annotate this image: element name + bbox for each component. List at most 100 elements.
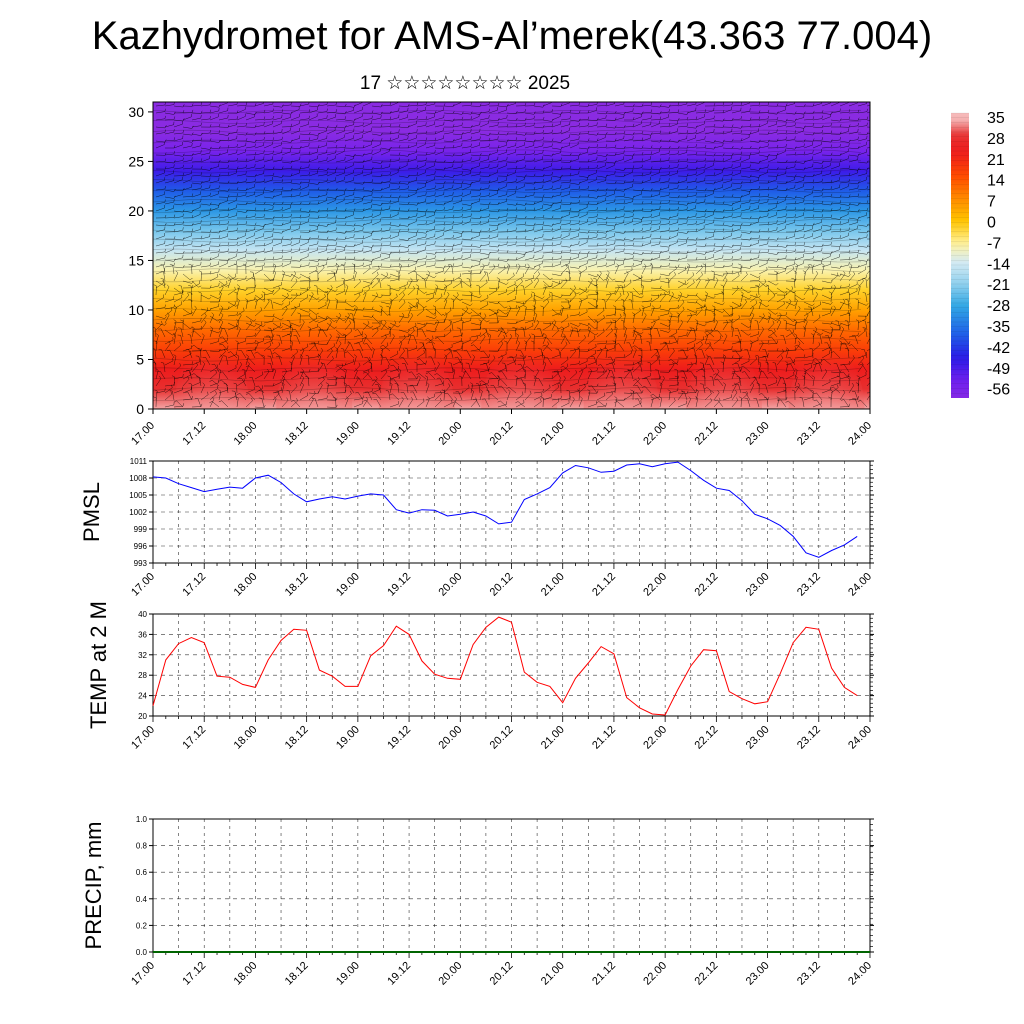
wind-barb	[434, 148, 444, 156]
wind-barb	[272, 141, 282, 149]
wind-barb	[389, 382, 393, 394]
x-tick-label: 19.12	[385, 960, 413, 988]
wind-barb	[767, 167, 779, 171]
wind-barb	[479, 254, 490, 261]
wind-barb	[785, 361, 789, 373]
wind-barb	[767, 237, 779, 241]
wind-barb	[722, 319, 729, 331]
wind-barb	[524, 334, 532, 345]
wind-barb	[623, 213, 634, 219]
wind-barb	[468, 270, 472, 282]
wind-barb	[776, 319, 782, 331]
wind-barb	[164, 214, 176, 219]
wind-barb	[803, 132, 815, 136]
wind-barb	[497, 198, 508, 205]
wind-barb	[695, 109, 707, 114]
wind-barb	[371, 187, 383, 191]
wind-barb	[533, 184, 544, 191]
x-tick-label: 18.12	[283, 724, 311, 752]
wind-barb	[398, 263, 402, 275]
wind-barb	[362, 247, 373, 254]
wind-barb	[848, 249, 860, 254]
wind-barb	[569, 199, 580, 205]
wind-barb	[432, 347, 436, 359]
wind-barb	[380, 137, 392, 142]
wind-barb	[758, 208, 770, 212]
wind-barb	[452, 152, 464, 156]
wind-barb	[785, 184, 796, 191]
wind-barb	[236, 298, 240, 310]
wind-barb	[506, 214, 518, 219]
colorbar-label: 35	[987, 110, 1005, 127]
wind-barb	[777, 399, 787, 408]
wind-barb	[218, 291, 222, 303]
wind-barb	[578, 239, 588, 247]
wind-barb	[641, 312, 647, 324]
wind-barb	[533, 142, 544, 149]
wind-barb	[452, 294, 463, 301]
wind-barb	[821, 379, 831, 387]
wind-barb	[290, 247, 301, 254]
wind-barb	[722, 346, 733, 352]
wind-barb	[274, 391, 283, 401]
wind-barb	[821, 152, 833, 156]
wind-barb	[173, 403, 185, 408]
wind-barb	[326, 187, 338, 192]
wind-barb	[290, 145, 302, 149]
wind-barb	[443, 247, 454, 254]
wind-barb	[299, 201, 311, 205]
wind-barb	[668, 358, 679, 366]
wind-barb	[254, 337, 264, 345]
wind-barb	[191, 142, 202, 149]
wind-barb	[182, 308, 194, 315]
wind-barb	[740, 131, 752, 135]
wind-barb	[245, 296, 256, 303]
wind-barb	[812, 232, 822, 240]
wind-barb	[803, 207, 815, 212]
wind-barb	[308, 308, 319, 315]
wind-barb	[425, 240, 436, 247]
wind-barb	[578, 235, 590, 240]
wind-barb	[642, 386, 652, 394]
wind-barb	[812, 148, 822, 156]
wind-barb	[245, 288, 255, 296]
wind-barb	[380, 344, 391, 352]
wind-barb	[434, 308, 445, 316]
wind-barb	[515, 401, 526, 408]
wind-barb	[443, 234, 454, 240]
wind-barb	[191, 198, 202, 205]
wind-barb	[344, 121, 355, 128]
wind-barb	[155, 108, 166, 114]
wind-barb	[841, 342, 850, 352]
wind-barb	[458, 277, 463, 289]
x-tick-label: 19.00	[334, 420, 362, 448]
x-tick-label: 19.00	[334, 571, 362, 599]
wind-barb	[155, 261, 166, 268]
wind-barb	[290, 305, 297, 317]
wind-barb	[281, 382, 285, 394]
wind-barb	[353, 362, 361, 373]
wind-barb	[560, 179, 572, 184]
wind-barb	[855, 382, 860, 394]
wind-barb	[821, 344, 831, 352]
wind-barb	[173, 104, 185, 108]
wind-barb	[695, 169, 705, 177]
wind-barb	[614, 354, 626, 359]
wind-barb	[272, 270, 276, 282]
wind-barb	[542, 143, 553, 149]
wind-barb	[326, 124, 338, 128]
wind-barb	[182, 273, 193, 281]
wind-barb	[731, 315, 740, 324]
wind-barb	[758, 139, 770, 143]
wind-barb	[416, 246, 426, 254]
wind-barb	[578, 103, 590, 107]
wind-barb	[650, 240, 661, 247]
wind-barb	[862, 327, 868, 338]
colorbar-label: -42	[987, 340, 1010, 357]
wind-barb	[758, 212, 769, 219]
wind-barb	[569, 240, 580, 247]
wind-barb	[209, 401, 220, 408]
wind-barb	[758, 198, 769, 205]
wind-barb	[254, 225, 264, 233]
wind-barb	[200, 319, 207, 331]
